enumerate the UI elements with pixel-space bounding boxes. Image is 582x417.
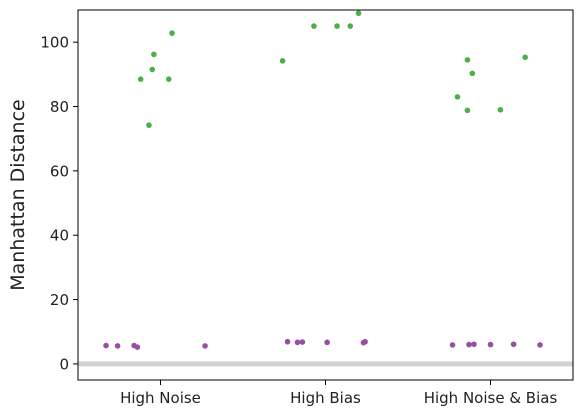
data-point <box>202 343 208 349</box>
data-point <box>355 10 362 17</box>
data-point <box>522 54 528 61</box>
y-axis: 0 20 40 60 80 100 <box>40 34 78 373</box>
data-point <box>469 70 476 77</box>
x-axis: High Noise High Bias High Noise & Bias <box>120 380 557 407</box>
data-point <box>466 341 472 348</box>
y-tick-label: 20 <box>50 291 69 309</box>
data-point <box>114 343 121 349</box>
data-point <box>169 30 175 36</box>
y-tick-label: 60 <box>50 162 69 180</box>
y-tick-label: 100 <box>40 34 69 52</box>
x-tick-label: High Noise <box>120 389 201 407</box>
data-point <box>464 107 471 114</box>
y-axis-label: Manhattan Distance <box>7 99 29 290</box>
data-point <box>134 344 141 350</box>
data-point <box>103 342 109 349</box>
data-point <box>537 342 543 348</box>
data-point <box>299 339 306 345</box>
points-layer <box>103 10 543 350</box>
data-point <box>347 23 354 29</box>
data-point <box>362 338 368 345</box>
y-tick-label: 40 <box>50 227 69 245</box>
y-tick-label: 0 <box>59 355 69 373</box>
data-point <box>324 339 330 346</box>
data-point <box>334 23 340 29</box>
x-tick-label: High Bias <box>290 389 361 407</box>
data-point <box>311 23 317 29</box>
plot-frame <box>77 9 574 381</box>
data-point <box>151 51 157 58</box>
data-point <box>294 339 301 346</box>
data-point <box>137 76 144 82</box>
y-tick-label: 80 <box>50 98 69 116</box>
data-point <box>284 338 291 345</box>
data-point <box>497 106 504 113</box>
data-point <box>146 122 152 128</box>
data-point <box>471 341 477 348</box>
x-tick-label: High Noise & Bias <box>424 389 558 407</box>
data-point <box>487 341 494 348</box>
data-point <box>510 341 517 348</box>
data-point <box>279 58 286 64</box>
data-point <box>165 76 172 82</box>
data-point <box>454 94 461 100</box>
data-point <box>449 342 456 348</box>
data-point <box>149 66 156 73</box>
data-point <box>464 57 471 63</box>
